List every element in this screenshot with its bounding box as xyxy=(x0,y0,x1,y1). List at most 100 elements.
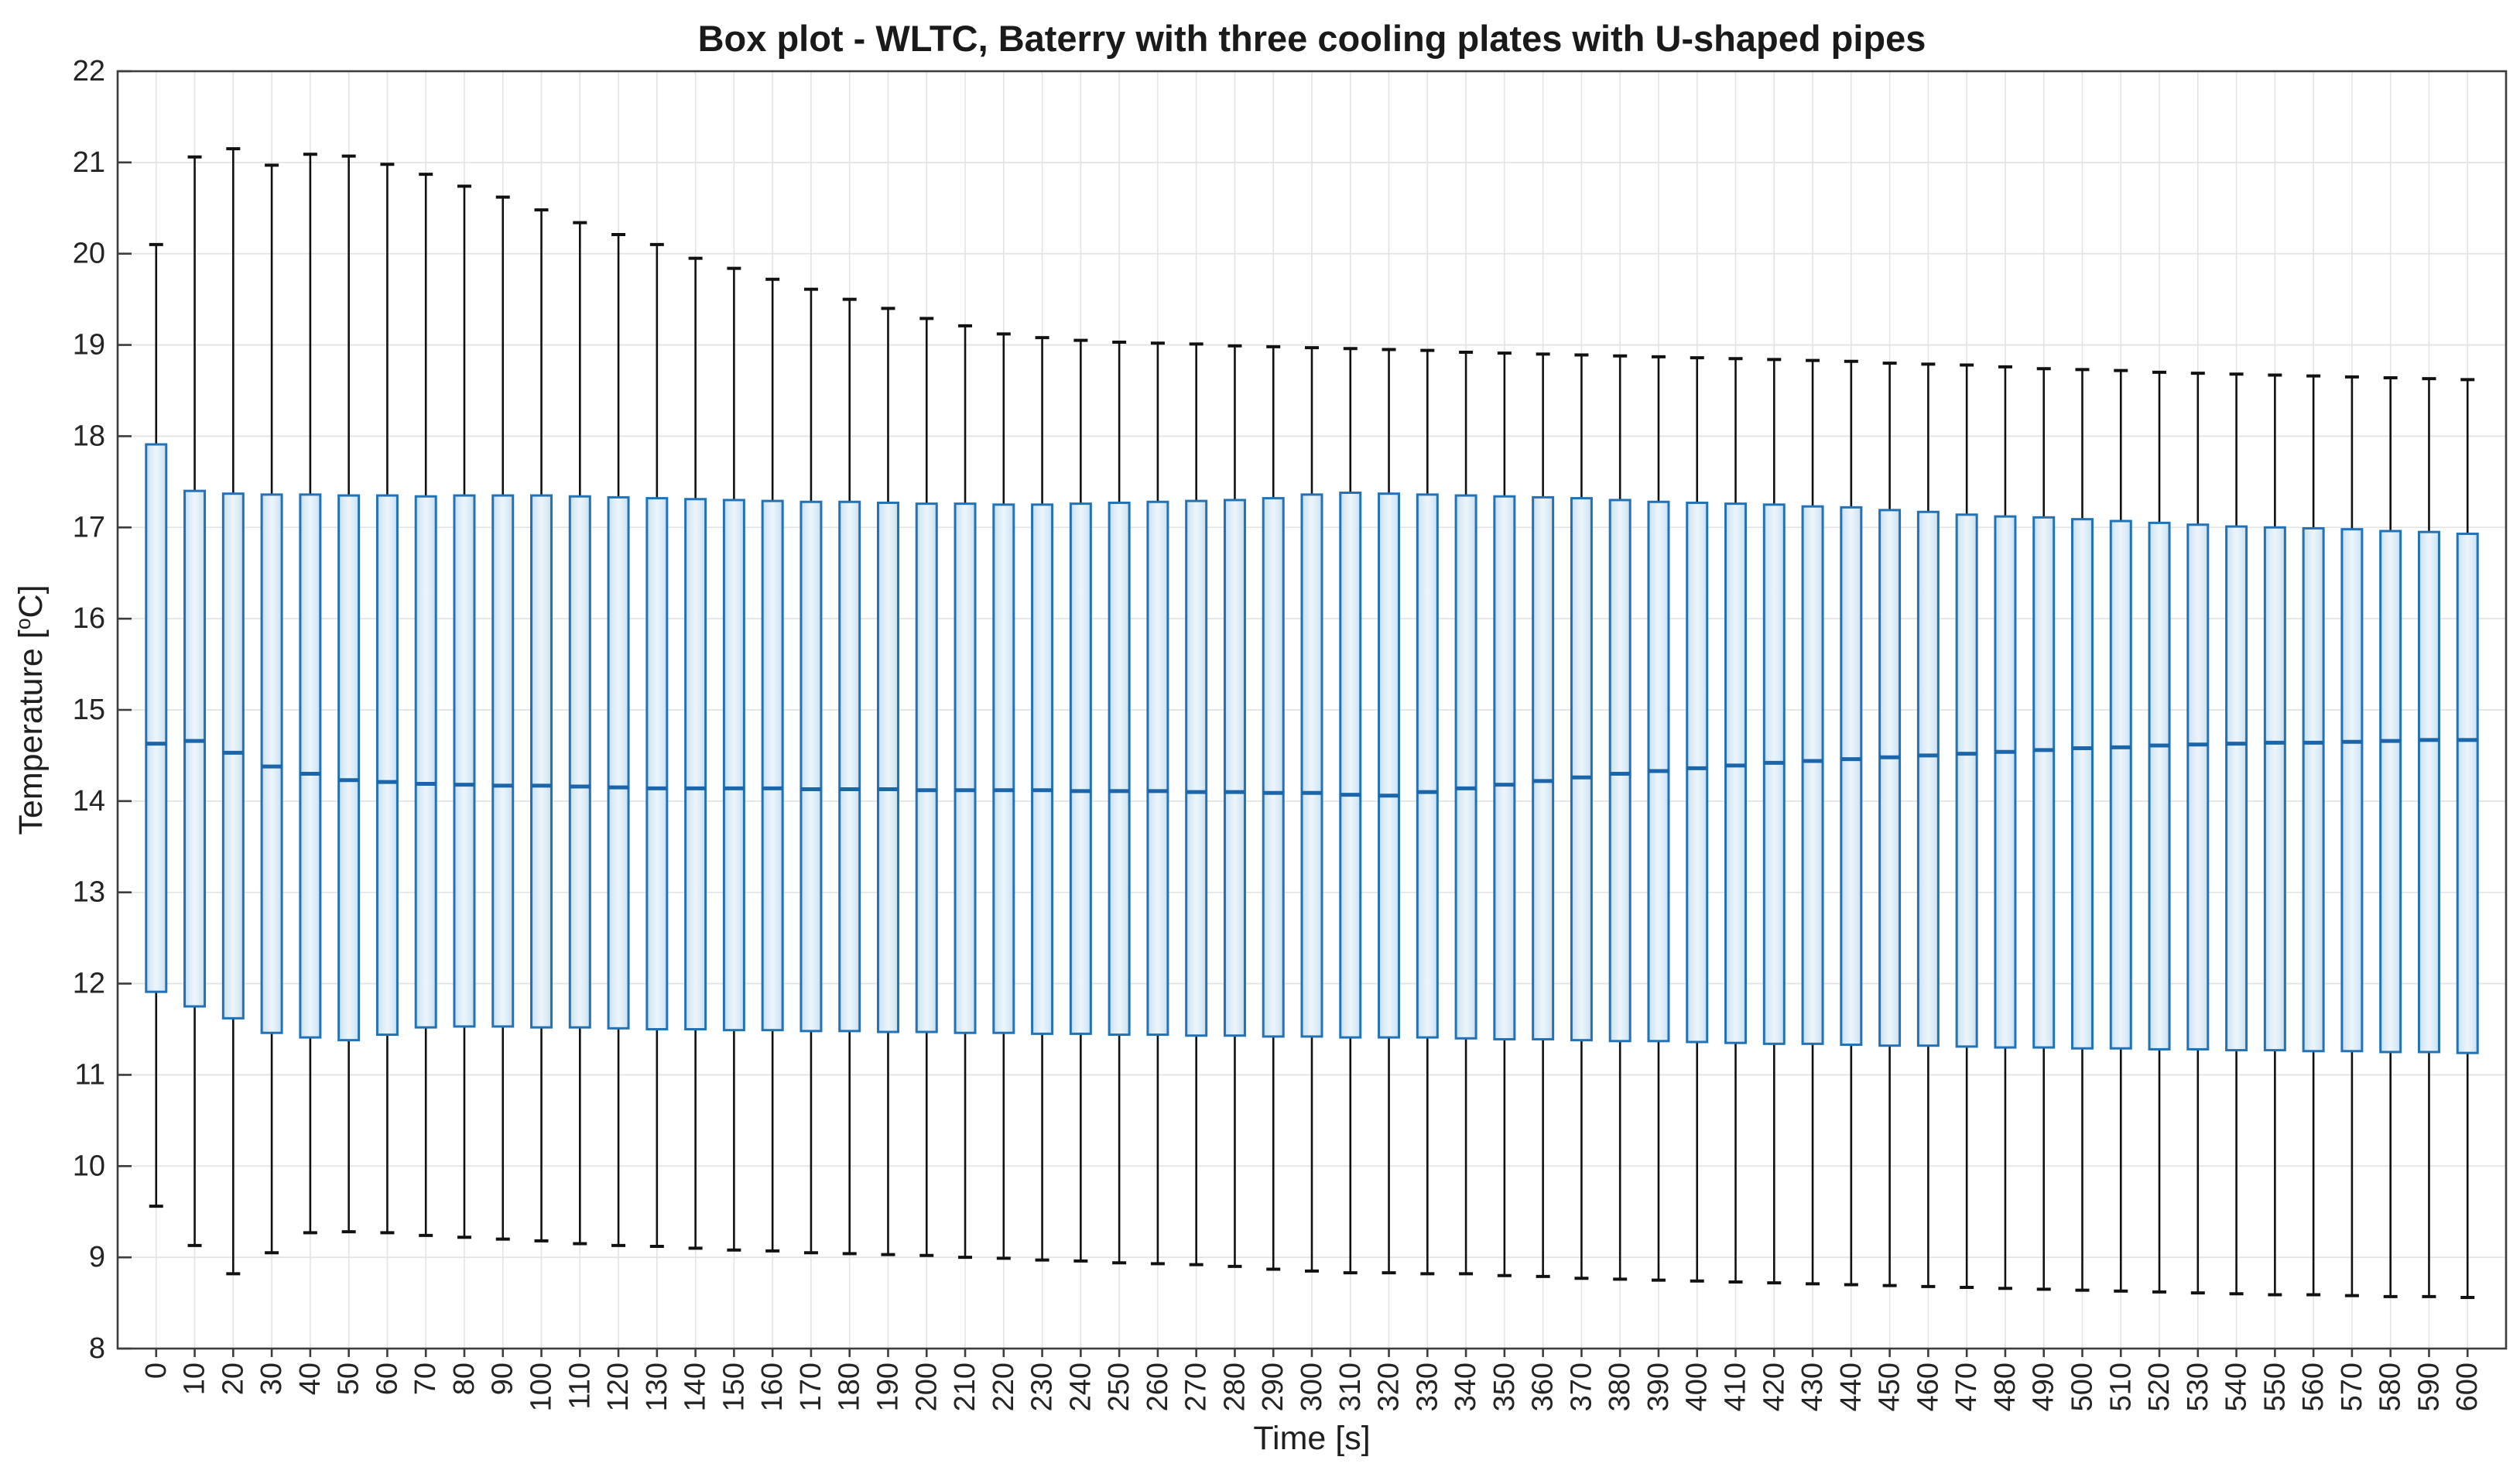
box-plot-item xyxy=(2340,375,2364,1297)
axis-frame xyxy=(116,70,2508,1357)
box-plot-item xyxy=(1686,356,1709,1283)
x-tick-label: 150 xyxy=(717,1362,750,1411)
box-plot-item xyxy=(761,277,784,1253)
y-tick-label: 10 xyxy=(73,1150,105,1182)
box-plot-item xyxy=(1146,341,1169,1266)
x-tick-label: 90 xyxy=(487,1362,519,1395)
box-plot-item xyxy=(915,317,938,1257)
x-tick-label: 300 xyxy=(1296,1362,1328,1411)
x-tick-label: 580 xyxy=(2374,1362,2407,1411)
box-plot-item xyxy=(1724,357,1748,1284)
x-tick-label: 180 xyxy=(834,1362,866,1411)
x-tick-label: 130 xyxy=(641,1362,673,1411)
x-tick-label: 410 xyxy=(1720,1362,1752,1411)
box-plot-item xyxy=(1069,338,1092,1263)
y-tick-label: 8 xyxy=(89,1332,105,1365)
box-plot-item xyxy=(1916,362,1940,1288)
x-tick-label: 10 xyxy=(179,1362,211,1395)
x-tick-label: 140 xyxy=(680,1362,712,1411)
box-plot-item xyxy=(2456,378,2479,1299)
x-tick-label: 190 xyxy=(871,1362,904,1411)
y-axis-label: Temperature [oC] xyxy=(12,584,50,835)
box-plot-item xyxy=(1223,344,1246,1268)
y-tick-label: 13 xyxy=(73,876,105,909)
x-tick-label: 0 xyxy=(140,1362,173,1379)
x-tick-label: 230 xyxy=(1026,1362,1059,1411)
box-plot-item xyxy=(2148,370,2171,1294)
x-tick-label: 270 xyxy=(1180,1362,1213,1411)
x-tick-label: 570 xyxy=(2336,1362,2368,1411)
x-tick-label: 240 xyxy=(1064,1362,1097,1411)
box-plot-item xyxy=(1108,341,1131,1265)
box-plot-item xyxy=(1647,355,1670,1282)
box-plot-item xyxy=(1031,336,1054,1262)
x-tick-label: 450 xyxy=(1874,1362,1906,1411)
x-tick-label: 480 xyxy=(1989,1362,2022,1411)
box-plot-item xyxy=(1454,351,1477,1276)
y-tick-label: 12 xyxy=(73,968,105,1000)
x-tick-label: 80 xyxy=(448,1362,481,1395)
box-plot-item xyxy=(1878,362,1902,1287)
box-plot-item xyxy=(838,297,861,1256)
box-plot-item xyxy=(491,195,515,1241)
y-tick-label: 15 xyxy=(73,694,105,726)
y-axis-label-text: Temperature [ xyxy=(12,629,50,835)
x-tick-label: 70 xyxy=(409,1362,442,1395)
x-tick-label: 260 xyxy=(1142,1362,1174,1411)
box-plot-item xyxy=(2186,372,2210,1295)
chart-title: Box plot - WLTC, Baterry with three cool… xyxy=(697,18,1926,59)
box-plot-item xyxy=(684,256,707,1250)
y-tick-label: 21 xyxy=(73,146,105,179)
x-tick-label: 510 xyxy=(2104,1362,2137,1411)
x-tick-label: 60 xyxy=(371,1362,403,1395)
y-tick-label: 14 xyxy=(73,785,105,817)
y-tick-label: 19 xyxy=(73,329,105,362)
box-plot-item xyxy=(1378,348,1401,1275)
x-tick-label: 210 xyxy=(949,1362,981,1411)
box-plot-item xyxy=(145,242,168,1208)
box-plot-item xyxy=(1570,353,1593,1280)
x-tick-label: 460 xyxy=(1912,1362,1944,1411)
x-tick-label: 20 xyxy=(217,1362,249,1395)
x-tick-label: 50 xyxy=(333,1362,365,1395)
x-tick-label: 200 xyxy=(910,1362,943,1411)
box-plot-item xyxy=(722,266,745,1252)
y-tick-label: 20 xyxy=(73,238,105,270)
x-tick-label: 420 xyxy=(1758,1362,1790,1411)
y-tick-label: 16 xyxy=(73,602,105,635)
box-plot-item xyxy=(183,155,207,1247)
x-tick-label: 520 xyxy=(2143,1362,2176,1411)
y-axis-label-unit: C] xyxy=(12,584,50,619)
x-tick-label: 340 xyxy=(1450,1362,1482,1411)
box-plot-item xyxy=(1762,358,1786,1285)
box-plot-item xyxy=(2032,367,2056,1291)
box-plot-item xyxy=(1532,352,1555,1278)
box-plot-item xyxy=(992,332,1015,1260)
boxes xyxy=(145,147,2479,1299)
box-plot-item xyxy=(1339,347,1362,1275)
box-plot-item xyxy=(1493,351,1516,1277)
x-tick-label: 310 xyxy=(1334,1362,1367,1411)
x-tick-label: 430 xyxy=(1796,1362,1829,1411)
x-tick-label: 280 xyxy=(1218,1362,1251,1411)
x-tick-label: 220 xyxy=(988,1362,1020,1411)
x-tick-label: 470 xyxy=(1950,1362,1983,1411)
box-plot-item xyxy=(2417,377,2440,1298)
x-tick-label: 170 xyxy=(795,1362,827,1411)
x-tick-label: 320 xyxy=(1373,1362,1406,1411)
y-tick-label: 11 xyxy=(75,1058,105,1091)
x-tick-label: 600 xyxy=(2451,1362,2484,1411)
box-plot-item xyxy=(1840,359,1863,1287)
x-tick-label: 540 xyxy=(2220,1362,2253,1411)
box-plot-item xyxy=(2379,376,2402,1298)
box-plot-item xyxy=(414,173,437,1237)
box-plot-item xyxy=(299,153,322,1235)
box-plot-item xyxy=(876,307,899,1256)
box-plot-item xyxy=(260,163,283,1255)
box-plot-item xyxy=(375,163,399,1235)
box-plot-item xyxy=(221,147,245,1276)
box-plot-item xyxy=(337,154,361,1234)
y-axis-label-superscript: o xyxy=(11,618,35,630)
